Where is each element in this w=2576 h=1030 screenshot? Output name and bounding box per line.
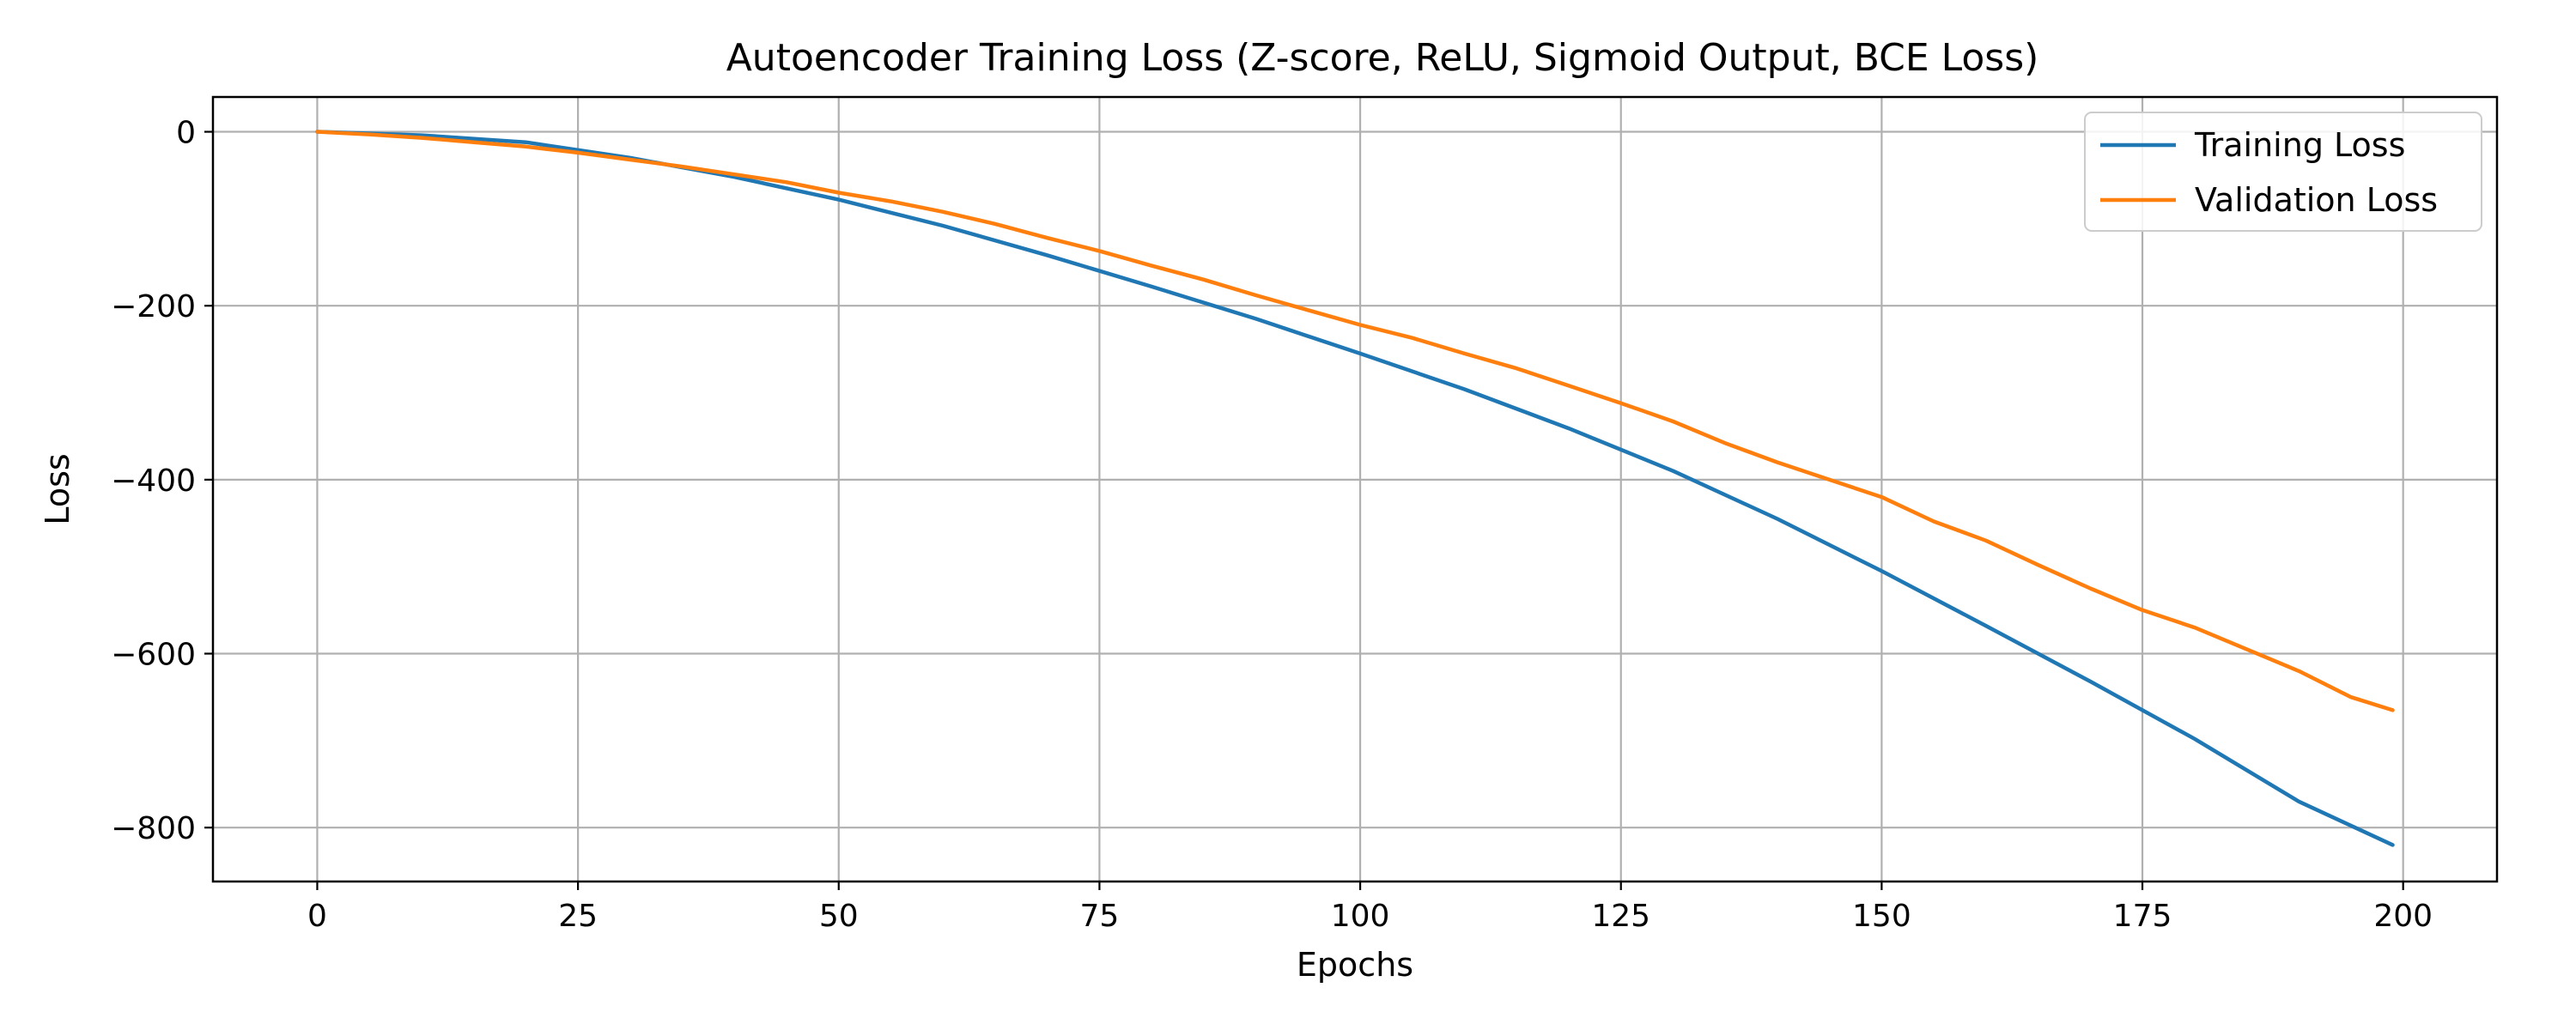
plot-frame xyxy=(211,95,2499,883)
legend: Training Loss Validation Loss xyxy=(2084,112,2482,232)
x-tick-label: 50 xyxy=(819,899,859,934)
x-tick-label: 100 xyxy=(1331,899,1390,934)
x-tick-label: 200 xyxy=(2373,899,2433,934)
legend-box xyxy=(2084,112,2482,232)
y-tick-label: 0 xyxy=(176,116,196,151)
chart-title: Autoencoder Training Loss (Z-score, ReLU… xyxy=(726,36,2039,80)
series-line-training-loss xyxy=(315,130,2395,847)
y-tick-label: −800 xyxy=(111,811,196,846)
y-tick-label: −600 xyxy=(111,638,196,673)
x-tick-label: 75 xyxy=(1080,899,1120,934)
series-line-validation-loss xyxy=(315,130,2395,712)
x-tick-label: 150 xyxy=(1852,899,1911,934)
ticks: 0 25 50 75 100 125 150 175 200 0 −200 −400 −600 −800 xyxy=(111,116,2433,934)
x-tick-label: 25 xyxy=(558,899,598,934)
x-tick-label: 175 xyxy=(2113,899,2172,934)
y-axis-label: Loss xyxy=(39,453,76,524)
legend-label: Training Loss xyxy=(2194,126,2405,164)
y-tick-label: −400 xyxy=(111,464,196,499)
legend-label: Validation Loss xyxy=(2195,181,2438,219)
x-tick-label: 0 xyxy=(307,899,327,934)
x-axis-label: Epochs xyxy=(1297,946,1413,984)
y-tick-label: −200 xyxy=(111,289,196,324)
x-tick-label: 125 xyxy=(1591,899,1650,934)
series-group xyxy=(315,130,2395,847)
